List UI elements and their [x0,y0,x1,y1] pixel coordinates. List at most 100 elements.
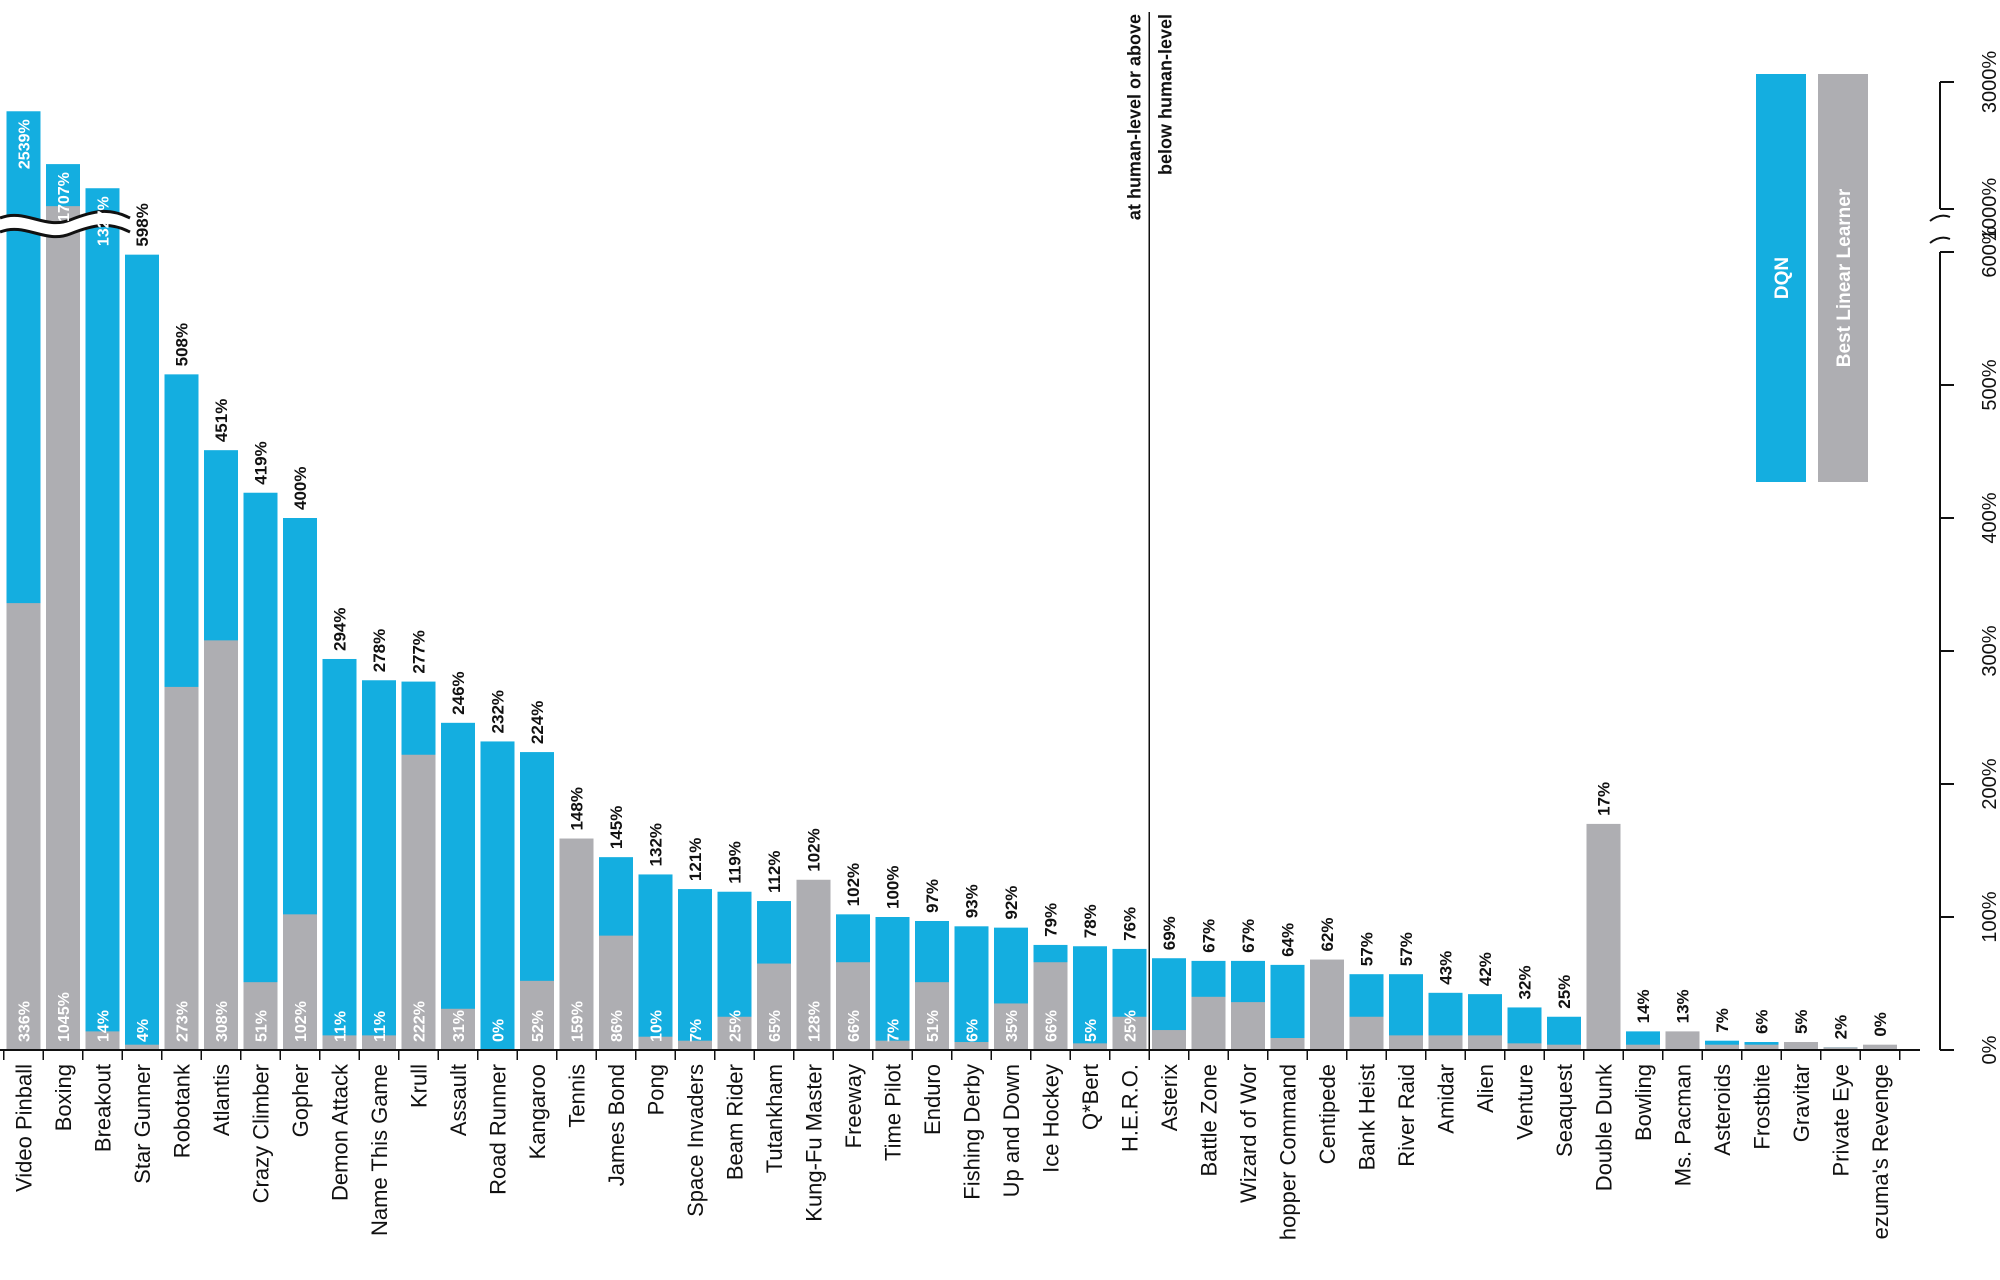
bar-linear-8 [322,1035,357,1050]
bar-linear-label-23: 51% [925,1010,942,1042]
category-label-47: ezuma's Revenge [1868,1064,1893,1239]
bar-linear-label-4: 273% [175,1001,192,1042]
bar-value-label-17: 121% [686,838,705,881]
bar-value-label-42: 13% [1674,989,1693,1023]
legend-swatch-dqn [1756,74,1806,482]
bar-value-label-19: 112% [765,850,784,893]
bar-linear-label-11: 31% [451,1010,468,1042]
bar-value-label-10: 277% [410,630,429,673]
bar-linear-20 [796,879,831,1050]
category-label-3: Star Gunner [130,1064,155,1184]
bar-value-label-15: 145% [607,806,626,849]
category-label-5: Atlantis [209,1064,234,1136]
value-axis: 0% 100% 200% 300% 400% 500% 600%1000% 3000% [1929,51,2000,1064]
category-label-18: Beam Rider [723,1064,748,1180]
legend-label-linear: Best Linear Learner [1834,188,1855,367]
legend-swatch-linear [1818,74,1868,482]
bar-linear-24 [954,1042,989,1050]
value-tick-label-8: 3000% [1979,51,2000,113]
bar-value-label-16: 132% [647,823,666,866]
category-label-4: Robotank [170,1063,195,1158]
axis-break-gap [0,210,134,236]
bar-linear-label-9: 11% [372,1011,389,1042]
bar-linear-17 [678,1040,712,1050]
category-label-17: Space Invaders [683,1064,708,1217]
bar-value-label-33: 62% [1318,918,1337,952]
bar-linear-19 [757,963,791,1050]
bar-linear-35 [1389,1035,1423,1050]
bar-value-label-20: 102% [805,828,824,871]
bar-linear-32 [1270,1038,1305,1050]
bar-value-label-32: 64% [1279,923,1298,957]
category-label-24: Fishing Derby [960,1064,985,1200]
category-label-46: Private Eye [1829,1064,1854,1177]
bar-linear-1 [46,206,80,1050]
bar-value-label-6: 419% [252,441,271,484]
bar-linear-label-0: 336% [17,1001,34,1042]
category-label-9: Name This Game [367,1064,392,1236]
category-label-38: Venture [1513,1064,1538,1140]
bar-linear-label-18: 25% [728,1010,745,1042]
bar-value-label-8: 294% [331,607,350,650]
bar-linear-10 [401,754,436,1050]
category-label-40: Double Dunk [1592,1063,1617,1191]
category-label-43: Asteroids [1710,1064,1735,1156]
axis-break-line-bottom [0,223,131,239]
category-label-25: Up and Down [999,1064,1024,1197]
bar-value-label-9: 278% [370,629,389,672]
bar-value-label-40: 17% [1595,782,1614,816]
category-label-8: Demon Attack [328,1063,353,1201]
bar-linear-25 [994,1003,1028,1050]
category-label-35: River Raid [1394,1064,1419,1167]
category-label-23: Enduro [920,1064,945,1135]
bar-linear-label-5: 308% [214,1001,231,1042]
bar-linear-label-28: 25% [1123,1010,1140,1042]
bar-value-label-18: 119% [726,841,745,884]
bar-linear-15 [599,935,633,1050]
bar-linear-3 [125,1044,159,1050]
bar-linear-33 [1310,959,1344,1050]
divider-label-below: below human-level [1155,14,1175,175]
bar-value-label-2: 1327% [96,196,113,246]
bar-value-label-3: 598% [133,203,152,246]
bar-dqn-38 [1507,1007,1542,1050]
bar-linear-23 [915,982,949,1050]
category-label-7: Gopher [288,1064,313,1137]
bar-linear-31 [1231,1002,1265,1050]
bar-linear-36 [1428,1035,1463,1050]
category-label-15: James Bond [604,1064,629,1186]
bar-dqn-6 [243,492,278,1051]
bar-dqn-32 [1270,964,1305,1050]
bar-linear-45 [1784,1042,1818,1050]
bar-dqn-22 [875,917,910,1050]
bar-value-label-29: 69% [1160,916,1179,950]
bar-value-label-4: 508% [173,323,192,366]
bar-value-label-21: 102% [844,863,863,906]
bar-value-label-43: 7% [1713,1008,1732,1033]
bar-linear-label-13: 52% [530,1010,547,1042]
divider-label-above: at human-level or above [1124,14,1144,220]
category-label-39: Seaquest [1552,1064,1577,1157]
bar-linear-label-27: 5% [1083,1019,1100,1042]
bar-linear-14 [559,838,594,1050]
bar-linear-44 [1744,1044,1779,1050]
bar-linear-label-17: 7% [688,1019,705,1042]
category-label-29: Asterix [1157,1064,1182,1131]
bar-value-label-5: 451% [212,399,231,442]
bar-linear-7 [283,914,317,1050]
category-label-13: Kangaroo [525,1064,550,1159]
bar-value-label-1: 1707% [56,172,73,222]
category-label-26: Ice Hockey [1039,1064,1064,1173]
value-tick-label-3: 300% [1979,625,2000,676]
category-label-12: Road Runner [486,1064,511,1195]
bar-linear-39 [1547,1044,1581,1050]
bar-linear-37 [1468,1035,1502,1050]
bar-dqn-9 [362,680,396,1050]
bar-linear-label-2: 14% [96,1010,113,1042]
bar-value-label-31: 67% [1239,919,1258,953]
axis-break-line-top [0,209,131,225]
category-label-45: Gravitar [1789,1064,1814,1142]
value-tick-label-1: 100% [1979,891,2000,942]
bar-dqn-27 [1073,946,1107,1050]
